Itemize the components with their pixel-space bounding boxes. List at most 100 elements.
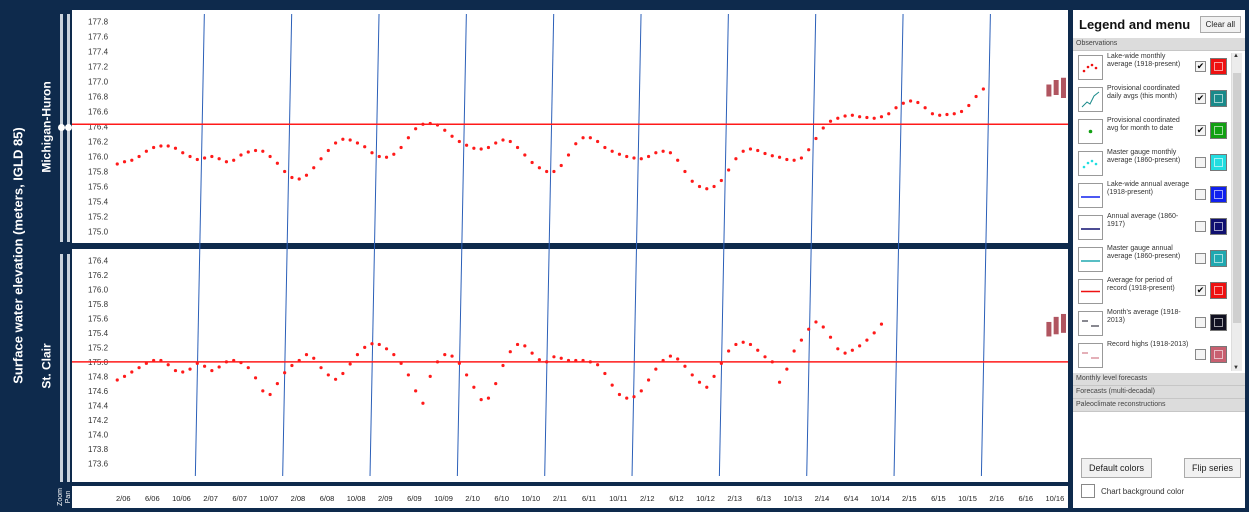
monthly-average-point xyxy=(501,138,505,142)
legend-item-label: Provisional coordinated daily avgs (this… xyxy=(1107,85,1180,100)
legend-item-color-picker[interactable] xyxy=(1210,58,1227,75)
main-y-axis-label-text: Surface water elevation (meters, IGLD 85… xyxy=(10,126,26,384)
default-colors-button[interactable]: Default colors xyxy=(1081,458,1153,478)
monthly-average-point xyxy=(122,160,127,164)
monthly-average-point xyxy=(879,322,884,326)
x-tick-label: 2/08 xyxy=(291,494,306,503)
monthly-average-point xyxy=(457,139,461,144)
monthly-average-point xyxy=(443,128,447,132)
monthly-average-point xyxy=(545,169,549,174)
monthly-average-point xyxy=(144,149,148,153)
monthly-average-point xyxy=(210,154,214,159)
legend-item-color-picker[interactable] xyxy=(1210,218,1227,235)
monthly-average-point xyxy=(610,149,614,153)
monthly-average-point xyxy=(152,358,156,363)
monthly-average-point xyxy=(465,373,469,377)
monthly-average-point xyxy=(297,358,301,363)
monthly-average-point xyxy=(741,340,745,344)
x-tick-label: 6/06 xyxy=(145,494,160,503)
legend-item-color-picker[interactable] xyxy=(1210,250,1227,267)
monthly-average-point xyxy=(537,358,541,362)
monthly-average-point xyxy=(414,389,418,393)
legend-item: Average for period of record (1918-prese… xyxy=(1073,275,1245,307)
legend-item-checkbox[interactable] xyxy=(1195,253,1206,264)
legend-scrollbar[interactable]: ▲ ▼ xyxy=(1231,53,1242,371)
lake-label-st-clair-text: St. Clair xyxy=(40,343,55,389)
legend-item-color-picker[interactable] xyxy=(1210,346,1227,363)
legend-item-color-picker[interactable] xyxy=(1210,122,1227,139)
flip-series-button[interactable]: Flip series xyxy=(1183,458,1241,478)
monthly-average-point xyxy=(930,112,935,116)
clear-all-button[interactable]: Clear all xyxy=(1199,15,1241,33)
monthly-average-point xyxy=(370,342,374,346)
legend-item-checkbox[interactable] xyxy=(1195,189,1206,200)
scroll-down-icon[interactable]: ▼ xyxy=(1233,365,1239,371)
monthly-average-point xyxy=(479,147,483,151)
monthly-average-point xyxy=(341,371,345,376)
x-tick-label: 10/14 xyxy=(871,494,890,503)
flat-line-icon xyxy=(1078,279,1103,304)
zoom-handle[interactable] xyxy=(58,124,65,131)
x-tick-label: 2/09 xyxy=(378,494,393,503)
legend-item-checkbox[interactable] xyxy=(1195,317,1206,328)
section-monthly-level-forecasts[interactable]: Monthly level forecasts xyxy=(1073,373,1245,386)
monthly-average-point xyxy=(202,364,207,368)
monthly-average-point xyxy=(450,134,454,138)
monthly-average-point xyxy=(392,353,396,357)
monthly-average-point xyxy=(159,144,163,148)
monthly-average-point xyxy=(879,115,884,119)
monthly-average-point xyxy=(290,175,294,180)
legend-item-checkbox[interactable]: ✔ xyxy=(1195,61,1206,72)
legend-item-color-picker[interactable] xyxy=(1210,90,1227,107)
legend-item-color-picker[interactable] xyxy=(1210,186,1227,203)
section-forecasts-multi-decadal[interactable]: Forecasts (multi-decadal) xyxy=(1073,386,1245,399)
y-tick-label: 174.4 xyxy=(88,401,109,410)
monthly-average-point xyxy=(705,187,709,191)
legend-item-checkbox[interactable]: ✔ xyxy=(1195,125,1206,136)
legend-item-color-picker[interactable] xyxy=(1210,282,1227,299)
monthly-average-point xyxy=(355,353,360,357)
monthly-average-point xyxy=(625,396,629,400)
legend-item: Annual average (1860-1917) xyxy=(1073,211,1245,243)
lake-level-chart: 175.0 175.2 175.4 175.6 175.8 176.0 176.2 176.4… xyxy=(72,10,1068,508)
monthly-average-point xyxy=(494,141,498,145)
pan-handle[interactable] xyxy=(65,124,72,131)
legend-item-checkbox[interactable]: ✔ xyxy=(1195,93,1206,104)
y-tick-label: 177.0 xyxy=(88,78,109,87)
monthly-average-point xyxy=(399,361,403,365)
y-tick-label: 174.6 xyxy=(88,387,109,396)
monthly-average-point xyxy=(224,160,229,164)
st-clair-plot-bg xyxy=(72,249,1068,482)
monthly-average-point xyxy=(566,153,571,157)
monthly-average-point xyxy=(217,365,221,369)
legend-item-checkbox[interactable] xyxy=(1195,221,1206,232)
monthly-average-point xyxy=(319,157,323,161)
monthly-average-point xyxy=(486,396,491,400)
legend-item-color-picker[interactable] xyxy=(1210,154,1227,171)
section-paleoclimate-reconstructions[interactable]: Paleoclimate reconstructions xyxy=(1073,399,1245,412)
monthly-average-point xyxy=(421,122,425,126)
monthly-average-point xyxy=(392,152,396,156)
monthly-average-point xyxy=(792,158,796,162)
top-zoom-slider[interactable] xyxy=(58,14,72,242)
scroll-up-icon[interactable]: ▲ xyxy=(1233,53,1239,59)
monthly-average-point xyxy=(268,392,272,397)
monthly-average-point xyxy=(559,163,563,168)
bottom-zoom-slider[interactable] xyxy=(58,254,72,482)
monthly-average-point xyxy=(756,148,760,153)
monthly-average-point xyxy=(843,114,847,118)
scroll-thumb[interactable] xyxy=(1233,73,1241,323)
legend-item-checkbox[interactable] xyxy=(1195,349,1206,360)
background-color-swatch[interactable] xyxy=(1081,484,1095,498)
legend-item-color-picker[interactable] xyxy=(1210,314,1227,331)
x-tick-label: 2/13 xyxy=(727,494,742,503)
monthly-average-point xyxy=(290,363,294,368)
y-tick-label: 177.6 xyxy=(88,33,109,42)
monthly-average-point xyxy=(545,360,549,364)
legend-item-checkbox[interactable] xyxy=(1195,157,1206,168)
x-tick-label: 10/16 xyxy=(1045,494,1064,503)
monthly-average-point xyxy=(326,148,330,153)
section-observations[interactable]: Observations xyxy=(1073,38,1245,51)
legend-item-checkbox[interactable]: ✔ xyxy=(1195,285,1206,296)
x-tick-label: 2/14 xyxy=(815,494,830,503)
